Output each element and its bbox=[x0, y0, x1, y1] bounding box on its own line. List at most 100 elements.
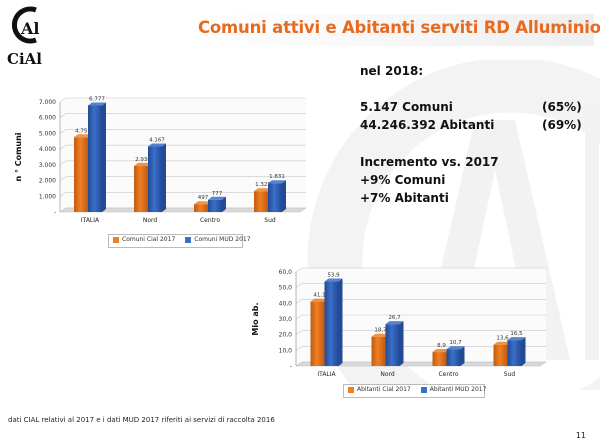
data-label: 16,5 bbox=[510, 331, 523, 337]
gridline bbox=[295, 267, 303, 273]
cial-logo: Al CiAl bbox=[6, 6, 44, 68]
data-label: 53,9 bbox=[327, 273, 340, 279]
data-label: 13,6 bbox=[496, 336, 509, 342]
x-tick-label: Sud bbox=[264, 217, 276, 224]
bar-front bbox=[493, 344, 508, 366]
y-tick-label: 1.000 bbox=[39, 193, 56, 200]
x-tick-label: ITALIA bbox=[81, 217, 100, 224]
data-label: 10,7 bbox=[449, 340, 462, 346]
legend-abitanti: Abitanti Cial 2017 Abitanti MUD 2017 bbox=[348, 386, 486, 393]
bar-front bbox=[194, 204, 208, 212]
legend-item: Abitanti Cial 2017 bbox=[348, 386, 411, 393]
bar bbox=[507, 337, 526, 366]
bar-front bbox=[507, 340, 522, 366]
legend-swatch bbox=[185, 236, 192, 243]
gridline bbox=[59, 192, 67, 197]
bar-top bbox=[88, 102, 106, 106]
bar-top bbox=[371, 333, 390, 337]
page-title: Comuni attivi e Abitanti serviti RD Allu… bbox=[198, 18, 600, 37]
legend-item: Comuni MUD 2017 bbox=[185, 236, 251, 243]
bar-front bbox=[74, 137, 88, 212]
bar bbox=[324, 278, 343, 366]
bar-side bbox=[521, 337, 526, 366]
legend-label: Comuni MUD 2017 bbox=[194, 236, 251, 243]
bar-top bbox=[148, 143, 166, 147]
stats-increment-comuni: +9% Comuni bbox=[360, 173, 446, 187]
bar bbox=[208, 196, 226, 212]
bar-top bbox=[268, 180, 286, 184]
bar-front bbox=[385, 324, 400, 366]
data-label: 8,9 bbox=[437, 343, 446, 349]
x-tick-label: Nord bbox=[143, 217, 158, 224]
bar bbox=[385, 321, 404, 366]
stats-comuni-value: 5.147 Comuni bbox=[360, 100, 453, 114]
legend-comuni: Comuni Cial 2017 Comuni MUD 2017 bbox=[113, 236, 251, 243]
chart-abitanti: - 10,0 20,0 30,0 40,0 50,0 60,0 Mio ab. 41,1 53,9… bbox=[251, 267, 547, 378]
data-label: 18,7 bbox=[374, 328, 387, 334]
gridline bbox=[295, 330, 303, 335]
gridline bbox=[59, 144, 67, 150]
x-tick-label: Centro bbox=[200, 217, 220, 224]
bar-front bbox=[254, 191, 268, 212]
gridline bbox=[295, 299, 303, 304]
bar-top bbox=[254, 188, 272, 192]
y-axis-label: Mio ab. bbox=[251, 302, 260, 335]
bar-top bbox=[324, 278, 343, 282]
gridline bbox=[295, 283, 303, 288]
data-label: 4.167 bbox=[149, 138, 165, 144]
stats-abitanti-pct: (69%) bbox=[542, 118, 582, 132]
bar-front bbox=[208, 199, 222, 212]
gridline bbox=[295, 361, 303, 367]
legend-label: Abitanti MUD 2017 bbox=[429, 386, 487, 393]
x-tick-label: Nord bbox=[380, 371, 395, 378]
gridline bbox=[59, 176, 67, 181]
bar-top bbox=[208, 196, 226, 200]
y-tick-label: 5.000 bbox=[39, 130, 56, 137]
data-label: 1.322 bbox=[255, 182, 271, 188]
title-band bbox=[190, 14, 594, 46]
gridline bbox=[59, 160, 67, 166]
data-label: 6.777 bbox=[89, 97, 105, 103]
bar-top bbox=[74, 134, 92, 138]
bar-side bbox=[162, 143, 166, 212]
legend-item: Abitanti MUD 2017 bbox=[420, 386, 487, 393]
legend-swatch bbox=[113, 236, 119, 243]
y-tick-label: 6.000 bbox=[39, 115, 56, 122]
logo-top-text: Al bbox=[20, 19, 40, 38]
bar-top bbox=[446, 346, 465, 350]
bar-top bbox=[432, 349, 451, 353]
bar-side bbox=[282, 180, 286, 212]
stats-increment-heading: Incremento vs. 2017 bbox=[360, 155, 499, 169]
y-tick-label: 30,0 bbox=[279, 316, 293, 323]
legend-item: Comuni Cial 2017 bbox=[113, 236, 175, 243]
data-label: 777 bbox=[212, 191, 223, 197]
x-tick-label: Centro bbox=[438, 371, 458, 378]
y-axis-label: n ° Comuni bbox=[14, 132, 23, 181]
y-tick-label: 20,0 bbox=[279, 332, 293, 339]
bar-front bbox=[310, 301, 325, 366]
bar-top bbox=[134, 162, 152, 166]
y-tick-label: 4.000 bbox=[39, 146, 56, 153]
legend-swatch bbox=[420, 386, 427, 393]
bar-front bbox=[268, 183, 282, 212]
footnote: dati CIAL relativi al 2017 e i dati MUD … bbox=[8, 416, 275, 424]
y-tick-label: - bbox=[54, 209, 56, 216]
gridline bbox=[59, 113, 67, 118]
bar-top bbox=[493, 341, 512, 345]
bar-side bbox=[338, 278, 343, 366]
y-tick-label: 2.000 bbox=[39, 178, 56, 185]
x-tick-label: Sud bbox=[504, 371, 516, 378]
bar-side bbox=[102, 102, 106, 212]
gridline bbox=[59, 207, 67, 213]
bar-side bbox=[399, 321, 404, 366]
legend-label: Comuni Cial 2017 bbox=[122, 236, 176, 243]
y-tick-label: 60,0 bbox=[279, 269, 293, 276]
bar-front bbox=[371, 336, 386, 366]
data-label: 41,1 bbox=[313, 293, 325, 299]
plot-area bbox=[60, 98, 306, 212]
bar-top bbox=[194, 201, 212, 205]
data-label: 26,7 bbox=[388, 315, 401, 321]
bar-top bbox=[385, 321, 404, 325]
y-tick-label: 10,0 bbox=[279, 347, 293, 354]
legend-comuni-box bbox=[108, 234, 243, 248]
